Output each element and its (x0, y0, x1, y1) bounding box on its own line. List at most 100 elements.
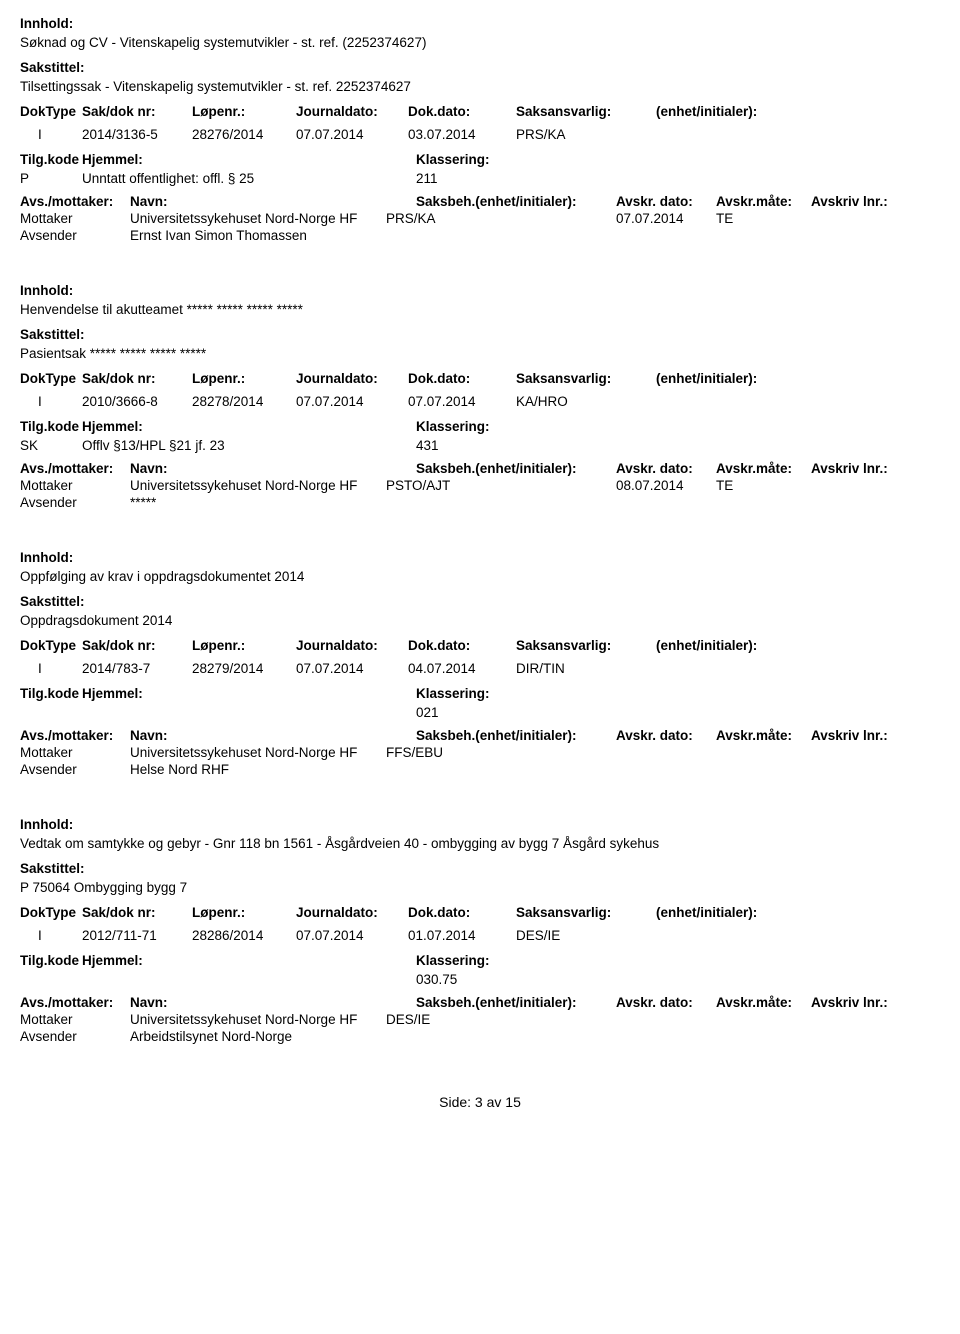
party-row: AvsenderErnst Ivan Simon Thomassen (20, 228, 940, 243)
columns-header: DokTypeSak/dok nr:Løpenr.:Journaldato:Do… (20, 905, 940, 920)
sakdok-value: 2014/783-7 (82, 661, 192, 676)
avsmottaker-label: Avs./mottaker: (20, 995, 130, 1010)
sakstittel-label: Sakstittel: (20, 861, 940, 876)
party-avskrmate (716, 228, 811, 243)
party-avskrdato: 07.07.2014 (616, 211, 716, 226)
dokdato-value: 04.07.2014 (408, 661, 516, 676)
saksbeh-label: Saksbeh.(enhet/initialer): (416, 194, 616, 209)
journal-record: Innhold: Søknad og CV - Vitenskapelig sys… (20, 16, 940, 243)
party-navn: Universitetssykehuset Nord-Norge HF (130, 1012, 386, 1027)
party-avskrmate (716, 1012, 811, 1027)
party-header: Avs./mottaker:Navn:Saksbeh.(enhet/initia… (20, 995, 940, 1010)
dokdato-value: 03.07.2014 (408, 127, 516, 142)
avskrmate-label: Avskr.måte: (716, 194, 811, 209)
innhold-value: Henvendelse til akutteamet ***** ***** *… (20, 302, 940, 317)
sakdok-label: Sak/dok nr: (82, 905, 192, 920)
saksansvarlig-label: Saksansvarlig: (516, 371, 656, 386)
tilgkode-label: Tilg.kode (20, 686, 82, 701)
klassering-label: Klassering: (416, 953, 516, 968)
tilg-hjemmel-klass-values: 021 (20, 705, 940, 720)
party-avskrmate: TE (716, 211, 811, 226)
journaldato-label: Journaldato: (296, 905, 408, 920)
hjemmel-label: Hjemmel: (82, 686, 143, 701)
avskrdato-label: Avskr. dato: (616, 194, 716, 209)
dokdato-value: 07.07.2014 (408, 394, 516, 409)
sakstittel-label: Sakstittel: (20, 594, 940, 609)
columns-header: DokTypeSak/dok nr:Løpenr.:Journaldato:Do… (20, 104, 940, 119)
innhold-value: Søknad og CV - Vitenskapelig systemutvik… (20, 35, 940, 50)
saksansvarlig-value: DES/IE (516, 928, 656, 943)
saksbeh-label: Saksbeh.(enhet/initialer): (416, 995, 616, 1010)
party-avskrmate (716, 1029, 811, 1044)
saksbeh-label: Saksbeh.(enhet/initialer): (416, 728, 616, 743)
dokdato-value: 01.07.2014 (408, 928, 516, 943)
journaldato-value: 07.07.2014 (296, 661, 408, 676)
party-saksbeh: DES/IE (386, 1012, 616, 1027)
avskrmate-label: Avskr.måte: (716, 728, 811, 743)
lopenr-label: Løpenr.: (192, 371, 296, 386)
sakstittel-value: Oppdragsdokument 2014 (20, 613, 940, 628)
saksbeh-label: Saksbeh.(enhet/initialer): (416, 461, 616, 476)
dokdato-label: Dok.dato: (408, 638, 516, 653)
tilg-hjemmel-klass-values: 030.75 (20, 972, 940, 987)
hjemmel-value: Offlv §13/HPL §21 jf. 23 (82, 438, 416, 453)
tilg-hjemmel-klass-labels: Tilg.kodeHjemmel:Klassering: (20, 419, 940, 434)
party-saksbeh: PSTO/AJT (386, 478, 616, 493)
doktype-value: I (20, 661, 82, 676)
sakstittel-value: Tilsettingssak - Vitenskapelig systemutv… (20, 79, 940, 94)
lopenr-value: 28278/2014 (192, 394, 296, 409)
party-saksbeh (386, 228, 616, 243)
party-row: AvsenderHelse Nord RHF (20, 762, 940, 777)
tilgkode-label: Tilg.kode (20, 152, 82, 167)
klassering-value: 211 (416, 171, 516, 186)
sakdok-label: Sak/dok nr: (82, 638, 192, 653)
avsmottaker-label: Avs./mottaker: (20, 728, 130, 743)
party-role: Avsender (20, 1029, 130, 1044)
party-navn: ***** (130, 495, 386, 510)
innhold-label: Innhold: (20, 283, 940, 298)
sakdok-label: Sak/dok nr: (82, 104, 192, 119)
doktype-value: I (20, 127, 82, 142)
avskrmate-label: Avskr.måte: (716, 461, 811, 476)
saksansvarlig-value: PRS/KA (516, 127, 656, 142)
journal-record: Innhold: Henvendelse til akutteamet *****… (20, 283, 940, 510)
columns-values: I2012/711-7128286/201407.07.201401.07.20… (20, 928, 940, 943)
columns-header: DokTypeSak/dok nr:Løpenr.:Journaldato:Do… (20, 371, 940, 386)
tilg-hjemmel-klass-values: PUnntatt offentlighet: offl. § 25211 (20, 171, 940, 186)
hjemmel-label: Hjemmel: (82, 152, 143, 167)
party-row: AvsenderArbeidstilsynet Nord-Norge (20, 1029, 940, 1044)
party-avskrdato (616, 745, 716, 760)
hjemmel-value (82, 705, 416, 720)
hjemmel-label: Hjemmel: (82, 953, 143, 968)
saksansvarlig-label: Saksansvarlig: (516, 905, 656, 920)
journaldato-label: Journaldato: (296, 371, 408, 386)
lopenr-value: 28276/2014 (192, 127, 296, 142)
enhet-label: (enhet/initialer): (656, 905, 806, 920)
party-saksbeh: PRS/KA (386, 211, 616, 226)
tilgkode-label: Tilg.kode (20, 419, 82, 434)
party-row: MottakerUniversitetssykehuset Nord-Norge… (20, 745, 940, 760)
columns-values: I2014/783-728279/201407.07.201404.07.201… (20, 661, 940, 676)
party-navn: Universitetssykehuset Nord-Norge HF (130, 745, 386, 760)
lopenr-label: Løpenr.: (192, 104, 296, 119)
avsmottaker-label: Avs./mottaker: (20, 461, 130, 476)
doktype-label: DokType (20, 104, 82, 119)
innhold-label: Innhold: (20, 16, 940, 31)
doktype-label: DokType (20, 905, 82, 920)
party-role: Mottaker (20, 478, 130, 493)
party-row: MottakerUniversitetssykehuset Nord-Norge… (20, 211, 940, 226)
tilgkode-label: Tilg.kode (20, 953, 82, 968)
avskrdato-label: Avskr. dato: (616, 995, 716, 1010)
doktype-value: I (20, 928, 82, 943)
innhold-value: Vedtak om samtykke og gebyr - Gnr 118 bn… (20, 836, 940, 851)
page-footer: Side: 3 av 15 (20, 1094, 940, 1110)
party-avskrdato (616, 762, 716, 777)
journaldato-label: Journaldato: (296, 104, 408, 119)
hjemmel-value: Unntatt offentlighet: offl. § 25 (82, 171, 416, 186)
sakstittel-value: P 75064 Ombygging bygg 7 (20, 880, 940, 895)
tilg-hjemmel-klass-labels: Tilg.kodeHjemmel: Klassering: (20, 953, 940, 968)
party-role: Avsender (20, 495, 130, 510)
journaldato-value: 07.07.2014 (296, 394, 408, 409)
columns-header: DokTypeSak/dok nr:Løpenr.:Journaldato:Do… (20, 638, 940, 653)
saksansvarlig-label: Saksansvarlig: (516, 638, 656, 653)
